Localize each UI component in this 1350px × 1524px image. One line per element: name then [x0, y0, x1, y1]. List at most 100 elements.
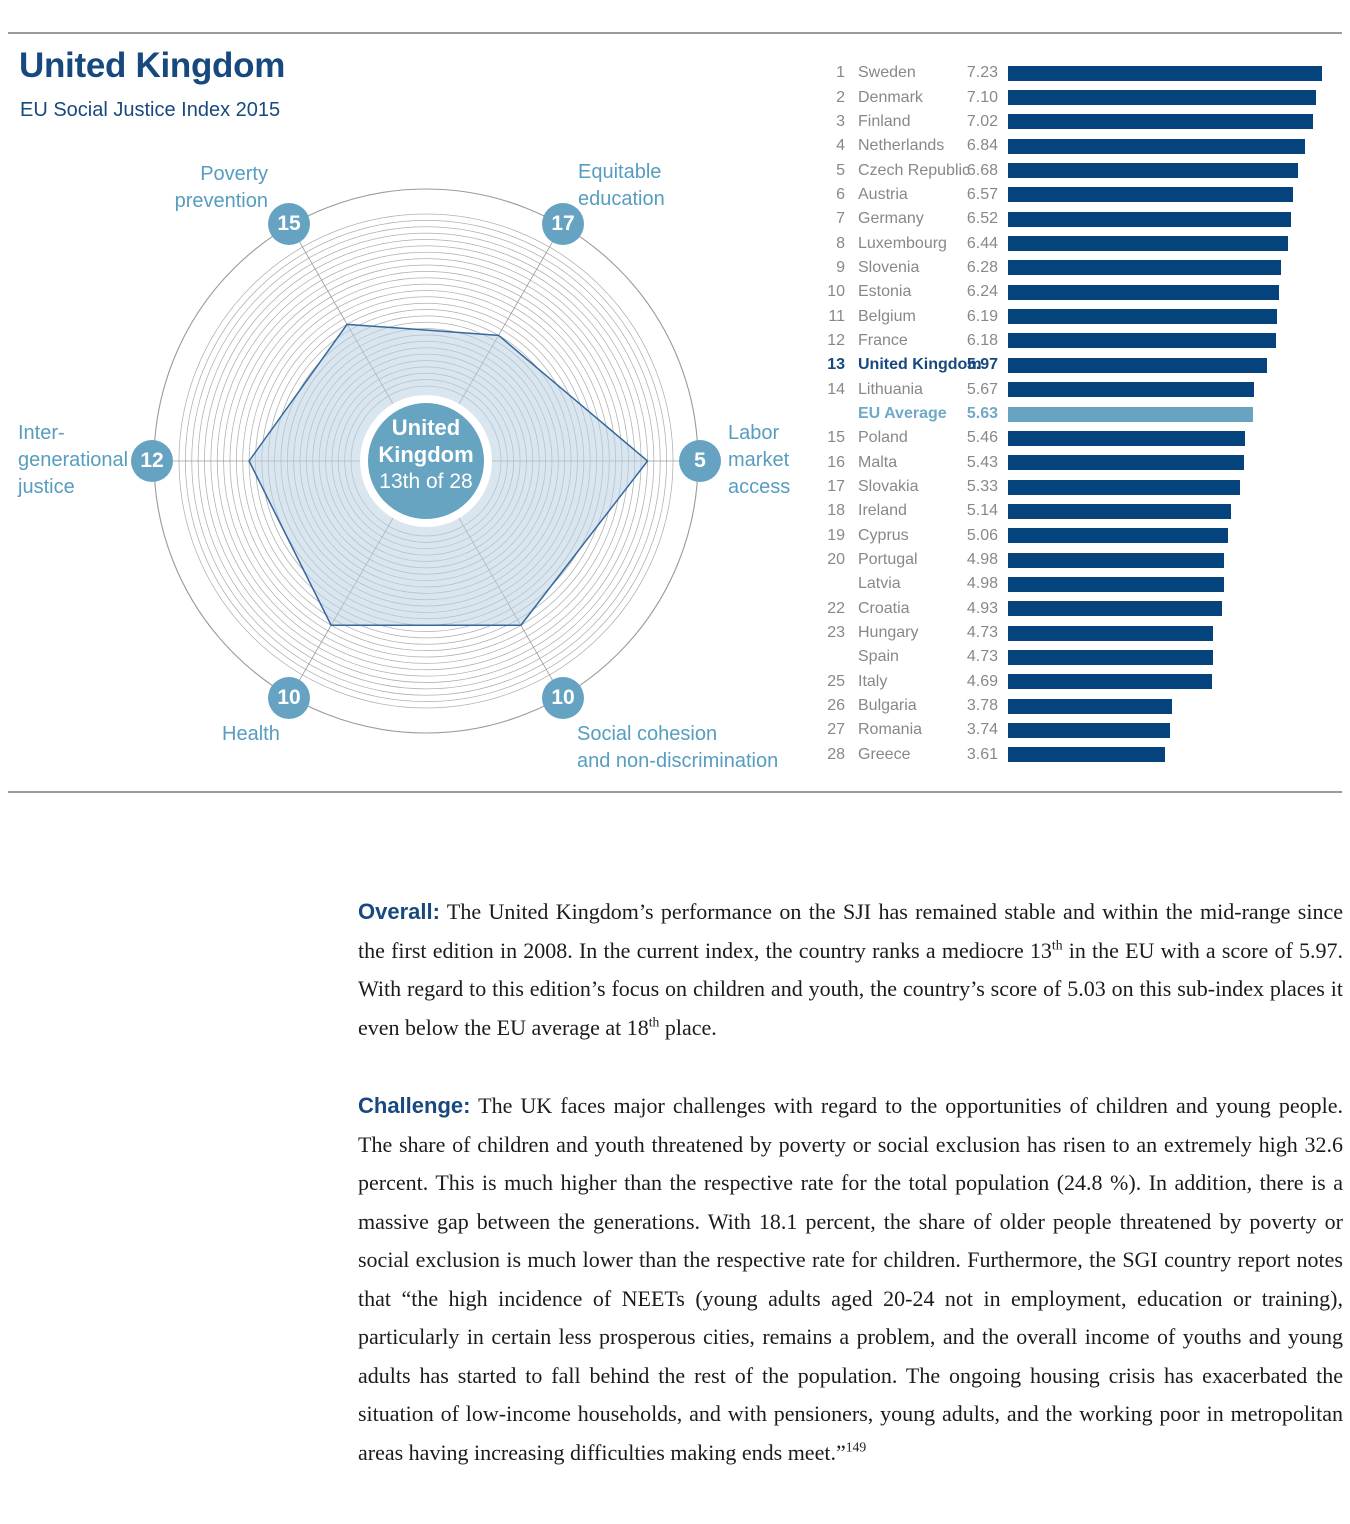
ranking-bar: [1008, 722, 1171, 738]
ranking-row: EU Average 5.63: [815, 402, 1350, 426]
radar-center-rank: 13th of 28: [379, 470, 473, 493]
body-text: Overall: The United Kingdom’s performanc…: [358, 893, 1343, 1512]
ranking-rank: 14: [827, 380, 845, 398]
ranking-bar: [1008, 309, 1277, 325]
ranking-score: 6.28: [966, 258, 998, 276]
ranking-rank: 20: [827, 551, 845, 569]
radar-axis-label-equitable-education: Equitable education: [578, 161, 665, 210]
ranking-score: 5.33: [966, 478, 998, 496]
ranking-score: 5.46: [966, 429, 998, 447]
ranking-score: 3.74: [966, 721, 998, 739]
ranking-row: 7 Germany 6.52: [815, 207, 1350, 231]
ranking-score: 4.69: [966, 672, 998, 690]
superscript: 149: [845, 1439, 867, 1455]
ranking-score: 3.78: [966, 697, 998, 715]
ranking-country: Slovenia: [858, 258, 920, 276]
radar-center-circle: [368, 403, 484, 519]
ranking-bar: [1008, 479, 1240, 495]
ranking-bar: [1008, 455, 1244, 471]
ranking-country: EU Average: [858, 404, 947, 422]
ranking-score: 4.73: [966, 624, 998, 642]
ranking-score: 4.98: [966, 575, 998, 593]
ranking-score: 6.57: [966, 185, 998, 203]
ranking-country: Portugal: [858, 551, 918, 569]
ranking-bar-chart: 1 Sweden 7.23 2 Denmark 7.10 3 Finland 7.02 4 Neth…: [815, 61, 1350, 767]
ranking-rank: 1: [836, 64, 845, 82]
paragraph-label: Challenge:: [358, 1093, 471, 1118]
ranking-row: 12 France 6.18: [815, 329, 1350, 353]
ranking-country: Italy: [858, 672, 888, 690]
ranking-score: 6.19: [966, 307, 998, 325]
ranking-rank: 23: [827, 624, 845, 642]
radar-axis-label-social-cohesion: Social cohesion and non-discrimination: [577, 723, 779, 772]
ranking-bar: [1008, 406, 1253, 422]
ranking-score: 4.93: [966, 599, 998, 617]
ranking-row: 6 Austria 6.57: [815, 183, 1350, 207]
ranking-row: 28 Greece 3.61: [815, 743, 1350, 767]
ranking-row: 1 Sweden 7.23: [815, 61, 1350, 85]
ranking-row: 9 Slovenia 6.28: [815, 256, 1350, 280]
ranking-rank: 28: [827, 745, 845, 763]
ranking-rank: 5: [836, 161, 845, 179]
page-subtitle: EU Social Justice Index 2015: [20, 99, 281, 121]
ranking-country: Denmark: [858, 88, 923, 106]
page-title: United Kingdom: [19, 46, 286, 85]
ranking-score: 6.24: [966, 283, 998, 301]
ranking-row: 18 Ireland 5.14: [815, 499, 1350, 523]
ranking-rank: 10: [827, 283, 845, 301]
ranking-row: 13 United Kingdom 5.97: [815, 353, 1350, 377]
paragraph-label: Overall:: [358, 899, 440, 924]
ranking-row: 26 Bulgaria 3.78: [815, 694, 1350, 718]
rank-badge-equitable-education: 17: [542, 203, 584, 245]
ranking-country: Poland: [858, 429, 908, 447]
paragraph: Challenge: The UK faces major challenges…: [358, 1093, 1343, 1465]
ranking-bar: [1008, 163, 1299, 179]
radar-axis-label-labor-market-access: Labor market access: [728, 422, 791, 498]
rank-badge-social-cohesion: 10: [542, 677, 584, 719]
ranking-row: Spain 4.73: [815, 645, 1350, 669]
ranking-bar: [1008, 357, 1268, 373]
ranking-bar: [1008, 601, 1223, 617]
ranking-country: Sweden: [858, 64, 916, 82]
ranking-rank: 18: [827, 502, 845, 520]
radar-center-label: United Kingdom 13th of 28: [346, 414, 506, 496]
ranking-score: 4.98: [966, 551, 998, 569]
ranking-row: 4 Netherlands 6.84: [815, 134, 1350, 158]
ranking-score: 7.10: [966, 88, 998, 106]
ranking-rank: 26: [827, 697, 845, 715]
ranking-bar: [1008, 187, 1294, 203]
ranking-rank: 4: [836, 137, 845, 155]
ranking-country: Netherlands: [858, 137, 945, 155]
ranking-rank: 12: [827, 331, 845, 349]
ranking-score: 6.52: [966, 210, 998, 228]
ranking-score: 6.84: [966, 137, 998, 155]
ranking-country: Lithuania: [858, 380, 923, 398]
ranking-country: Malta: [858, 453, 898, 471]
ranking-score: 5.97: [966, 356, 998, 374]
ranking-bar: [1008, 698, 1173, 714]
radar-center-country-line1: United: [391, 415, 461, 440]
ranking-score: 5.67: [966, 380, 998, 398]
rank-badge-health: 10: [268, 677, 310, 719]
ranking-country: Luxembourg: [858, 234, 947, 252]
ranking-score: 7.02: [966, 112, 998, 130]
rank-badge-intergenerational-justice: 12: [131, 440, 173, 482]
ranking-country: Ireland: [858, 502, 907, 520]
ranking-row: 11 Belgium 6.19: [815, 304, 1350, 328]
ranking-score: 5.14: [966, 502, 998, 520]
ranking-bar: [1008, 528, 1228, 544]
ranking-row: 25 Italy 4.69: [815, 670, 1350, 694]
ranking-bar: [1008, 333, 1277, 349]
ranking-rank: 11: [828, 307, 845, 325]
ranking-score: 4.73: [966, 648, 998, 666]
ranking-rank: 19: [827, 526, 845, 544]
ranking-rank: 15: [827, 429, 845, 447]
ranking-score: 6.44: [966, 234, 998, 252]
ranking-row: 5 Czech Republic 6.68: [815, 158, 1350, 182]
ranking-country: Croatia: [858, 599, 910, 617]
ranking-row: 3 Finland 7.02: [815, 110, 1350, 134]
ranking-country: Belgium: [858, 307, 916, 325]
ranking-rank: 3: [836, 112, 845, 130]
ranking-row: 22 Croatia 4.93: [815, 597, 1350, 621]
ranking-rank: 7: [836, 210, 845, 228]
